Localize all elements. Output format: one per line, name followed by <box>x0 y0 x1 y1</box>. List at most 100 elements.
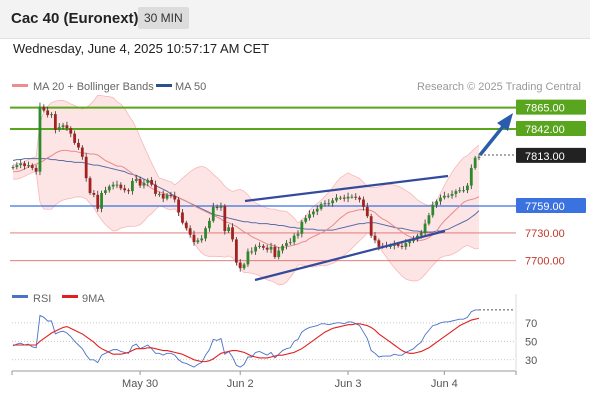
candle <box>304 215 308 224</box>
candle <box>96 190 100 212</box>
candle <box>142 179 146 189</box>
candle <box>154 180 157 197</box>
candle <box>169 191 173 199</box>
rsi-ma-legend-swatch <box>62 295 78 298</box>
candle <box>150 177 154 187</box>
price-label-box-7842.00 <box>516 120 586 136</box>
candle <box>84 153 88 182</box>
bollinger-upper <box>13 95 480 224</box>
candle <box>73 130 77 145</box>
price-label-layer: 7865.00 7842.00 7813.00 7759.00 7730.00 7700.… <box>516 99 586 268</box>
candle <box>296 230 300 239</box>
candle <box>400 242 404 250</box>
candle <box>177 197 181 217</box>
candle <box>350 194 354 199</box>
candle <box>46 106 50 118</box>
target-arrow-head <box>497 113 513 131</box>
candle <box>450 190 454 199</box>
candle <box>431 201 435 218</box>
candle <box>362 196 365 211</box>
candle <box>130 177 134 195</box>
candle <box>365 202 369 219</box>
rsi-legend-swatch <box>12 295 28 298</box>
candle <box>196 237 200 245</box>
candle <box>319 202 323 211</box>
channel-layer <box>244 113 514 282</box>
candle <box>80 145 84 160</box>
price-label-7865.00: 7865.00 <box>525 103 565 115</box>
candle <box>469 164 473 190</box>
candle <box>19 159 23 169</box>
candle <box>258 242 261 249</box>
candle <box>30 163 34 171</box>
candle <box>466 183 469 194</box>
candle <box>254 244 258 255</box>
rsi-tick-label: 30 <box>525 355 537 367</box>
candle <box>423 219 427 237</box>
candle <box>157 191 161 197</box>
candle <box>50 112 53 119</box>
price-label-7700.00: 7700.00 <box>525 256 565 268</box>
timestamp: Wednesday, June 4, 2025 10:57:17 AM CET <box>13 41 270 56</box>
candle <box>354 193 358 201</box>
candle <box>273 244 277 259</box>
candle <box>331 198 335 207</box>
candle <box>119 182 123 191</box>
candle <box>300 219 304 238</box>
candle <box>462 186 465 193</box>
candle <box>231 223 234 242</box>
rsi-legend-label: RSI <box>33 293 51 305</box>
candle <box>269 242 273 254</box>
bollinger-band-layer <box>13 95 480 286</box>
candle <box>15 162 19 170</box>
ma20-legend-swatch <box>12 84 28 87</box>
rsi-tick-label: 50 <box>525 336 537 348</box>
candlestick-layer <box>11 102 481 272</box>
price-label-box-7865.00 <box>516 99 586 115</box>
candle <box>42 104 46 113</box>
candle <box>208 217 211 232</box>
x-axis-label: May 30 <box>122 378 158 390</box>
candle <box>184 220 188 231</box>
candle <box>315 205 319 216</box>
candle <box>277 247 281 260</box>
candle <box>458 187 462 193</box>
candle <box>335 194 338 203</box>
candle <box>285 240 288 250</box>
candle <box>238 259 242 272</box>
candle <box>134 175 138 183</box>
ma50-legend-label: MA 50 <box>175 81 206 93</box>
candle <box>200 234 204 243</box>
candle <box>115 180 119 189</box>
candle <box>454 189 458 198</box>
x-axis-label: Jun 2 <box>227 378 254 390</box>
candle <box>442 191 446 200</box>
candle <box>373 232 377 244</box>
moving-average-layer <box>12 149 480 249</box>
candle <box>477 153 481 161</box>
rsi-lines <box>12 309 514 368</box>
candle <box>23 160 26 170</box>
instrument-title: Cac 40 (Euronext) <box>11 10 139 27</box>
candle <box>146 178 150 187</box>
candle <box>192 230 196 246</box>
timeframe-badge[interactable]: 30 MIN <box>138 7 189 29</box>
bollinger-lower <box>13 171 480 286</box>
candle <box>338 195 342 201</box>
candle <box>92 190 96 198</box>
candle <box>439 194 442 205</box>
candle <box>53 111 57 134</box>
candle <box>323 200 327 207</box>
candle <box>215 204 219 211</box>
rsi-tick-label: 70 <box>525 318 537 330</box>
candle <box>250 247 254 255</box>
rsi-ma-line <box>13 317 480 363</box>
candle <box>234 236 238 266</box>
ma50-legend-swatch <box>156 84 172 87</box>
candle <box>188 225 192 238</box>
candle <box>57 123 61 132</box>
candle <box>473 155 477 170</box>
candle <box>311 209 315 218</box>
price-label-7759.00: 7759.00 <box>525 201 565 213</box>
